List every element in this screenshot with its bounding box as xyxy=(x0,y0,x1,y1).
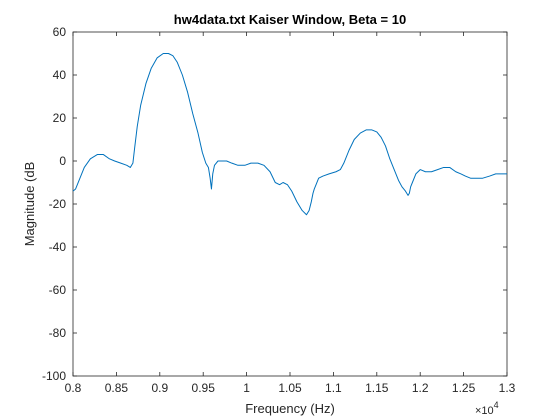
x-tick-label: 0.8 xyxy=(65,381,82,395)
x-axis-label: Frequency (Hz) xyxy=(245,401,335,416)
x-tick-label: 1.1 xyxy=(325,381,342,395)
y-tick-label: -80 xyxy=(49,326,67,340)
x-tick-label: 1 xyxy=(243,381,250,395)
y-tick-label: -60 xyxy=(49,283,67,297)
y-tick-label: 20 xyxy=(53,111,67,125)
plot-area: 0.8 0.85 0.9 0.95 1 1.05 1.1 1.15 1.2 1.25 1.3 60 4… xyxy=(42,25,516,395)
x-axis-exponent-base: ×10 xyxy=(475,405,494,417)
x-tick-label: 0.85 xyxy=(105,381,129,395)
y-tick-label: 40 xyxy=(53,68,67,82)
x-tick-label: 0.9 xyxy=(151,381,168,395)
y-tick-label: -20 xyxy=(49,197,67,211)
y-tick-label: -100 xyxy=(42,369,66,383)
x-tick-label: 0.95 xyxy=(192,381,216,395)
x-tick-label: 1.25 xyxy=(452,381,476,395)
x-tick-label: 1.3 xyxy=(499,381,516,395)
x-tick-label: 1.2 xyxy=(412,381,429,395)
y-tick-label: -40 xyxy=(49,240,67,254)
y-tick-label: 0 xyxy=(59,154,66,168)
y-axis-label: Magnitude (dB xyxy=(22,162,37,247)
x-tick-label: 1.05 xyxy=(278,381,302,395)
x-tick-label: 1.15 xyxy=(365,381,389,395)
axes-box xyxy=(73,32,507,376)
x-axis-exponent-power: 4 xyxy=(494,400,499,410)
chart-title: hw4data.txt Kaiser Window, Beta = 10 xyxy=(174,12,406,27)
y-tick-label: 60 xyxy=(53,25,67,39)
